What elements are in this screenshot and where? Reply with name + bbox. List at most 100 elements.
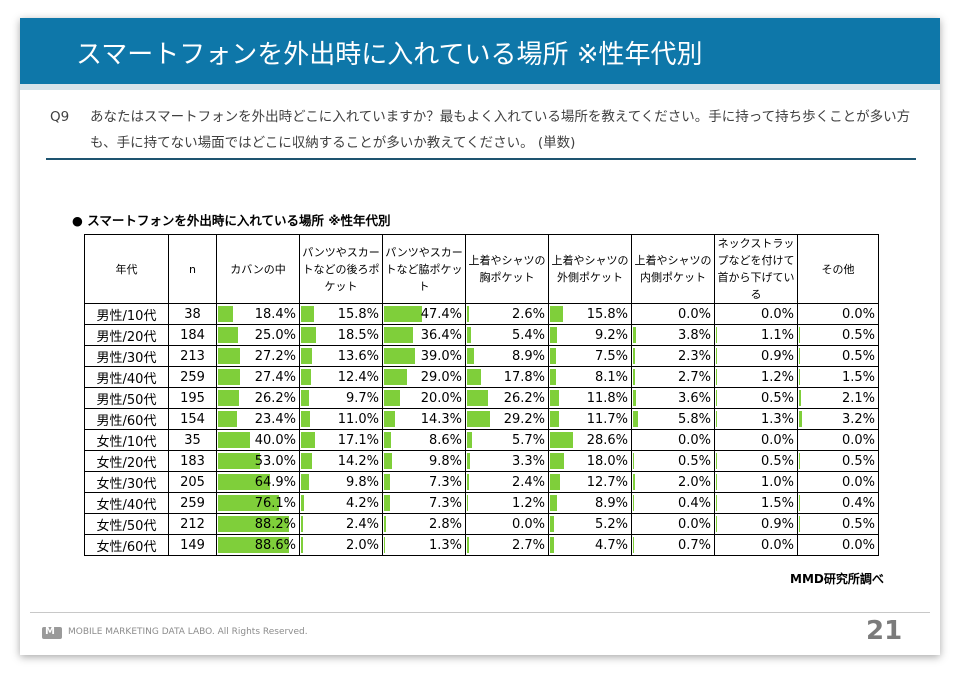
- percentage-value: 0.0%: [760, 306, 794, 322]
- percentage-bar: [218, 411, 237, 427]
- percentage-bar: [799, 411, 802, 427]
- percentage-cell: 9.8%: [382, 450, 466, 472]
- percentage-cell: 18.0%: [548, 450, 632, 472]
- percentage-bar: [301, 453, 313, 469]
- percentage-bar: [550, 390, 560, 406]
- percentage-cell: 1.2%: [465, 492, 549, 514]
- age-group-cell: 男性/50代: [84, 387, 169, 409]
- percentage-cell: 5.7%: [465, 429, 549, 451]
- percentage-value: 1.3%: [760, 411, 794, 427]
- percentage-value: 2.7%: [511, 537, 545, 553]
- percentage-bar: [716, 327, 717, 343]
- percentage-value: 76.1%: [254, 495, 296, 511]
- percentage-bar: [301, 390, 309, 406]
- data-table: 年代 n カバンの中 パンツやスカートなどの後ろポケット パンツやスカートなど脇ポケット…: [84, 234, 879, 556]
- percentage-bar: [633, 537, 634, 553]
- percentage-cell: 2.3%: [631, 345, 715, 367]
- percentage-value: 64.9%: [254, 474, 296, 490]
- percentage-bar: [716, 474, 717, 490]
- percentage-cell: 0.5%: [797, 450, 879, 472]
- slide: スマートフォンを外出時に入れている場所 ※性年代別 Q9 あなたはスマートフォン…: [20, 18, 940, 655]
- table-row: 男性/60代 154 23.4% 11.0% 14.3% 29.2% 11.7% 5.8% 1.…: [84, 408, 879, 430]
- percentage-bar: [218, 537, 289, 553]
- percentage-bar: [301, 537, 303, 553]
- percentage-bar: [384, 495, 390, 511]
- percentage-cell: 2.0%: [299, 534, 383, 556]
- percentage-value: 0.0%: [760, 537, 794, 553]
- percentage-cell: 14.2%: [299, 450, 383, 472]
- percentage-value: 2.4%: [511, 474, 545, 490]
- percentage-bar: [633, 327, 637, 343]
- table-row: 男性/20代 184 25.0% 18.5% 36.4% 5.4% 9.2% 3.8% 1.1%…: [84, 324, 879, 346]
- percentage-bar: [301, 474, 309, 490]
- age-group-cell: 男性/20代: [84, 324, 169, 346]
- percentage-cell: 2.6%: [465, 303, 549, 325]
- percentage-value: 2.0%: [345, 537, 379, 553]
- percentage-bar: [550, 537, 554, 553]
- sample-size-cell: 195: [168, 387, 217, 409]
- percentage-bar: [384, 453, 392, 469]
- percentage-cell: 29.2%: [465, 408, 549, 430]
- footer-divider: [30, 612, 930, 613]
- percentage-cell: 5.2%: [548, 513, 632, 535]
- percentage-value: 14.3%: [420, 411, 462, 427]
- percentage-cell: 39.0%: [382, 345, 466, 367]
- percentage-value: 1.1%: [760, 327, 794, 343]
- percentage-value: 27.4%: [254, 369, 296, 385]
- percentage-cell: 64.9%: [216, 471, 300, 493]
- percentage-value: 2.7%: [677, 369, 711, 385]
- percentage-cell: 0.7%: [631, 534, 715, 556]
- percentage-bar: [467, 306, 470, 322]
- percentage-value: 11.7%: [586, 411, 628, 427]
- percentage-cell: 9.8%: [299, 471, 383, 493]
- sample-size-cell: 38: [168, 303, 217, 325]
- percentage-bar: [467, 432, 472, 448]
- percentage-cell: 2.4%: [465, 471, 549, 493]
- percentage-cell: 0.9%: [714, 345, 798, 367]
- percentage-cell: 18.4%: [216, 303, 300, 325]
- percentage-bar: [384, 306, 422, 322]
- percentage-cell: 40.0%: [216, 429, 300, 451]
- percentage-value: 9.8%: [428, 453, 462, 469]
- percentage-bar: [716, 411, 718, 427]
- percentage-cell: 3.8%: [631, 324, 715, 346]
- percentage-value: 0.9%: [760, 348, 794, 364]
- percentage-value: 20.0%: [420, 390, 462, 406]
- percentage-value: 23.4%: [254, 411, 296, 427]
- percentage-value: 2.1%: [841, 390, 875, 406]
- percentage-value: 13.6%: [337, 348, 379, 364]
- percentage-cell: 0.0%: [714, 429, 798, 451]
- percentage-cell: 27.4%: [216, 366, 300, 388]
- percentage-cell: 8.6%: [382, 429, 466, 451]
- column-header: カバンの中: [216, 234, 300, 304]
- percentage-value: 1.5%: [760, 495, 794, 511]
- percentage-cell: 0.4%: [631, 492, 715, 514]
- percentage-bar: [301, 348, 312, 364]
- column-header: 上着やシャツの外側ポケット: [548, 234, 632, 304]
- percentage-cell: 11.8%: [548, 387, 632, 409]
- percentage-value: 0.5%: [841, 453, 875, 469]
- percentage-cell: 5.8%: [631, 408, 715, 430]
- percentage-value: 5.2%: [594, 516, 628, 532]
- percentage-cell: 88.6%: [216, 534, 300, 556]
- table-row: 男性/30代 213 27.2% 13.6% 39.0% 8.9% 7.5% 2.3% 0.9%…: [84, 345, 879, 367]
- percentage-cell: 8.1%: [548, 366, 632, 388]
- percentage-value: 0.0%: [677, 516, 711, 532]
- percentage-bar: [467, 537, 470, 553]
- age-group-cell: 男性/30代: [84, 345, 169, 367]
- percentage-value: 2.6%: [511, 306, 545, 322]
- age-group-cell: 女性/20代: [84, 450, 169, 472]
- percentage-bar: [384, 390, 400, 406]
- percentage-cell: 8.9%: [465, 345, 549, 367]
- percentage-value: 11.0%: [337, 411, 379, 427]
- percentage-value: 47.4%: [420, 306, 462, 322]
- percentage-bar: [467, 390, 488, 406]
- percentage-bar: [550, 327, 558, 343]
- age-group-cell: 男性/10代: [84, 303, 169, 325]
- percentage-cell: 0.0%: [631, 513, 715, 535]
- age-group-cell: 女性/50代: [84, 513, 169, 535]
- percentage-bar: [218, 390, 239, 406]
- percentage-cell: 15.8%: [299, 303, 383, 325]
- footer-copyright: MOBILE MARKETING DATA LABO. All Rights R…: [68, 627, 308, 637]
- percentage-value: 0.5%: [841, 348, 875, 364]
